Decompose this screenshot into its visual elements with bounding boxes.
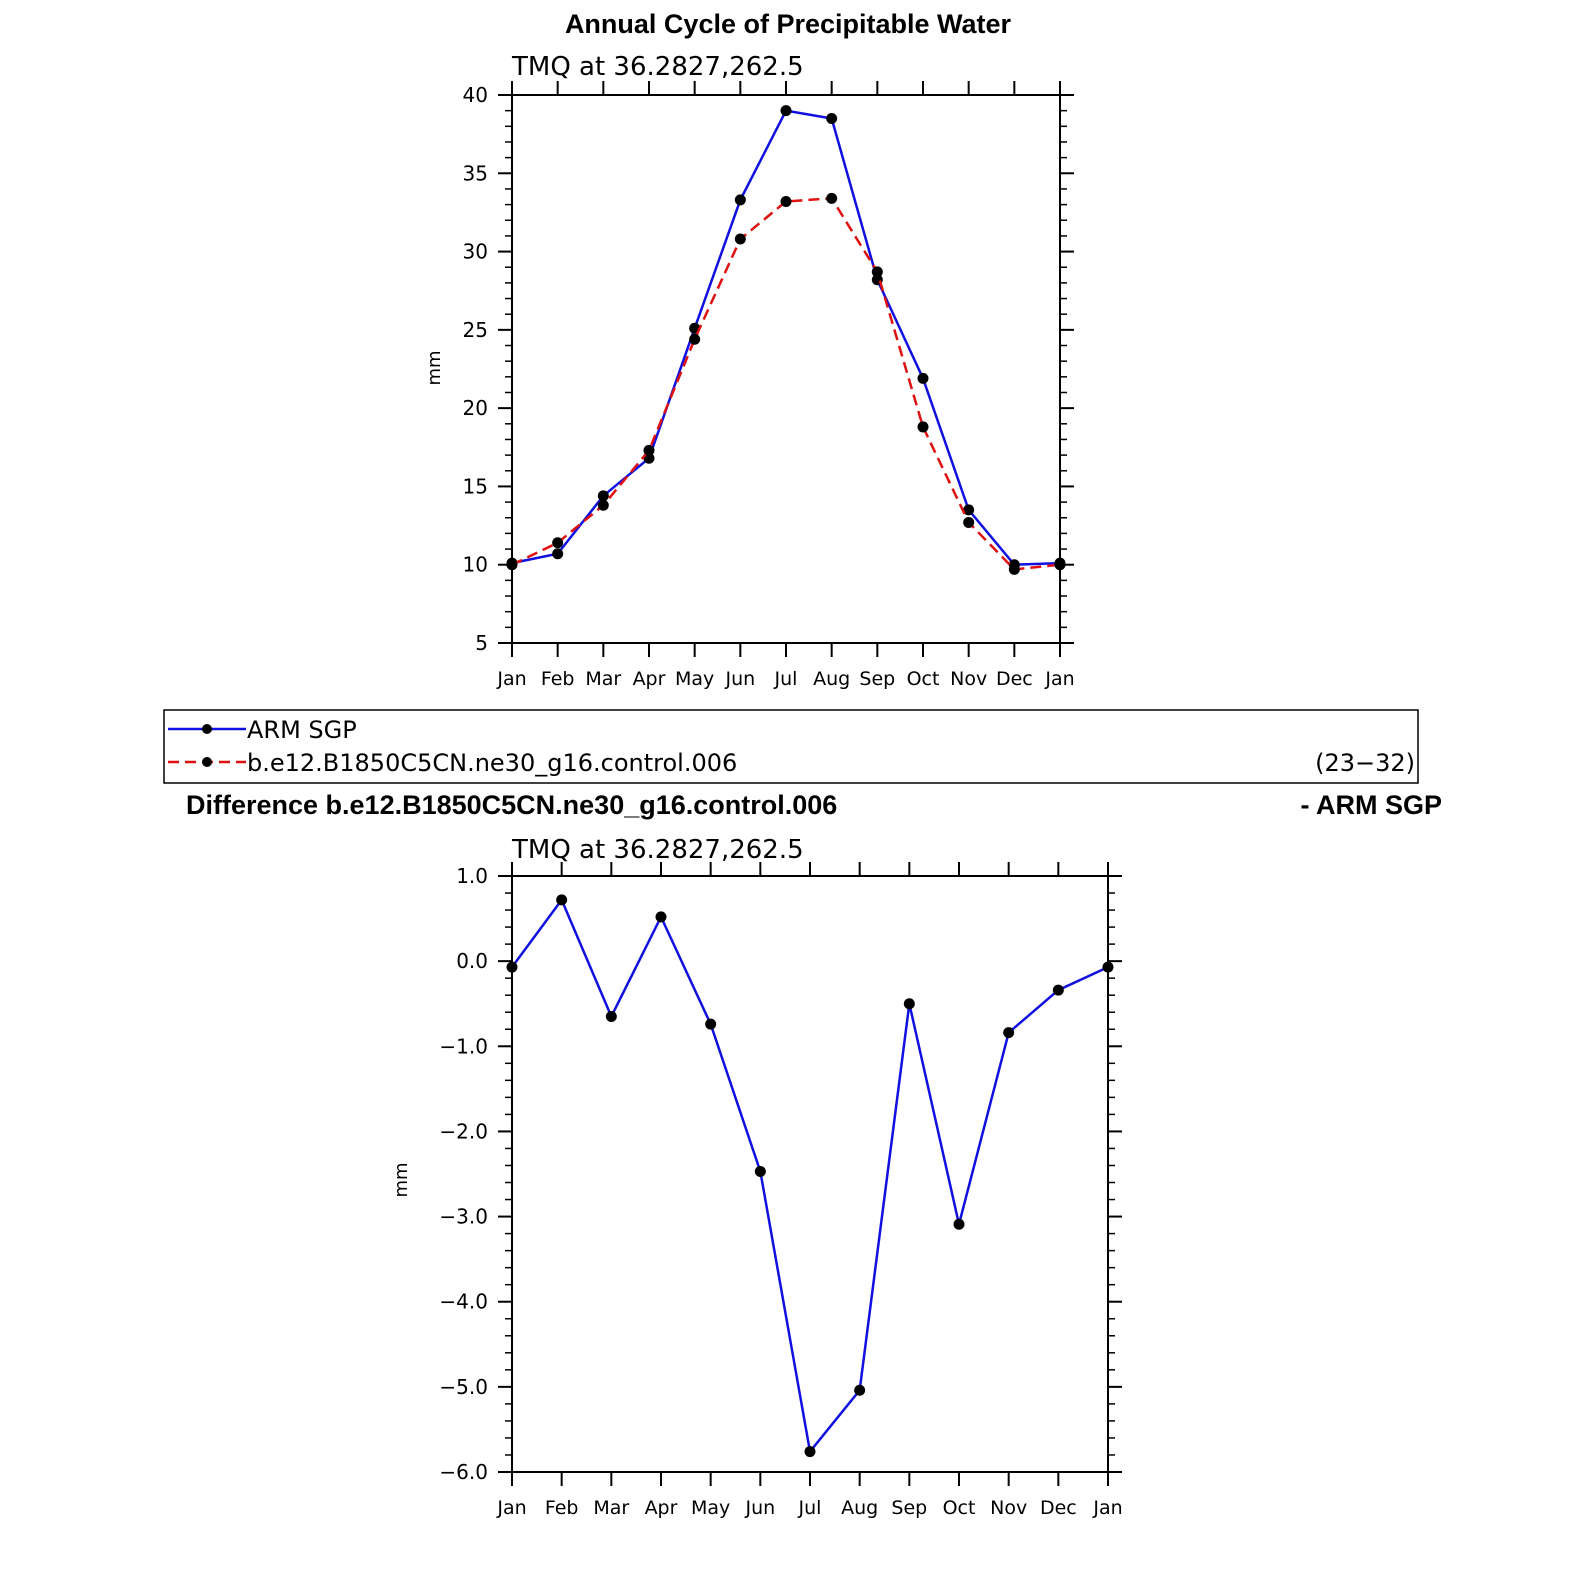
top-series-1-point bbox=[597, 499, 609, 511]
top-y-tick-label: 20 bbox=[463, 396, 488, 420]
difference-title-right: - ARM SGP bbox=[1301, 790, 1443, 820]
top-y-axis-label: mm bbox=[424, 350, 445, 385]
top-x-tick-label: Nov bbox=[950, 668, 987, 690]
bottom-x-tick-label: Oct bbox=[943, 1497, 976, 1519]
top-y-tick-label: 30 bbox=[463, 240, 488, 264]
top-x-tick-label: Sep bbox=[859, 668, 895, 690]
legend-label-arm-sgp: ARM SGP bbox=[247, 716, 357, 744]
bottom-x-tick-label: Jan bbox=[1092, 1497, 1122, 1519]
top-series-0-point bbox=[826, 112, 838, 124]
top-series-1-point bbox=[780, 195, 792, 207]
bottom-series-0-point bbox=[556, 894, 568, 906]
top-y-tick-label: 25 bbox=[463, 318, 488, 342]
top-series-line-0 bbox=[511, 109, 1061, 566]
bottom-x-tick-label: Feb bbox=[545, 1497, 579, 1519]
main-title: Annual Cycle of Precipitable Water bbox=[565, 9, 1012, 39]
bottom-x-tick-label: Apr bbox=[645, 1497, 678, 1519]
top-x-tick-label: Dec bbox=[996, 668, 1033, 690]
bottom-series-0-point bbox=[754, 1165, 766, 1177]
bottom-series-0-point bbox=[655, 911, 667, 923]
top-x-tick-label: Jan bbox=[1044, 668, 1074, 690]
top-series-1-point bbox=[643, 444, 655, 456]
top-x-tick-label: Jun bbox=[724, 668, 755, 690]
bottom-series-0-point bbox=[903, 998, 915, 1010]
top-series-1-point bbox=[734, 233, 746, 245]
top-plot-area: 5 10 15 20 25 30 35 40 Jan Feb Mar Apr May Jun Jul Aug S… bbox=[463, 81, 1075, 690]
top-x-tick-label: Mar bbox=[585, 668, 621, 690]
difference-title-left: Difference b.e12.B1850C5CN.ne30_g16.cont… bbox=[186, 790, 837, 820]
bottom-frame bbox=[511, 875, 1109, 1473]
bottom-y-axis-label: mm bbox=[391, 1162, 412, 1197]
top-series-line-1 bbox=[511, 197, 1061, 571]
bottom-series-0-point bbox=[506, 961, 518, 973]
bottom-series-0-point bbox=[953, 1218, 965, 1230]
top-x-tick-label: May bbox=[675, 668, 714, 690]
top-x-tick-label: Jan bbox=[496, 668, 526, 690]
bottom-series-0-point bbox=[804, 1446, 816, 1458]
top-series-1-point bbox=[506, 559, 518, 571]
top-series-1-point bbox=[552, 537, 564, 549]
bottom-x-tick-label: Aug bbox=[841, 1497, 878, 1519]
top-x-tick-label: Jul bbox=[774, 668, 798, 690]
top-series-0-point bbox=[552, 548, 564, 560]
top-series-1-point bbox=[1054, 559, 1066, 571]
top-frame bbox=[511, 94, 1061, 644]
bottom-subtitle: TMQ at 36.2827,262.5 bbox=[511, 835, 804, 865]
bottom-series-0-point bbox=[1003, 1027, 1015, 1039]
bottom-y-tick-label: −5.0 bbox=[439, 1375, 488, 1399]
bottom-x-tick-label: Sep bbox=[891, 1497, 927, 1519]
top-series-0-point bbox=[780, 105, 792, 117]
top-x-tick-label: Oct bbox=[907, 668, 940, 690]
top-x-tick-label: Aug bbox=[813, 668, 850, 690]
bottom-x-tick-label: Jul bbox=[798, 1497, 822, 1519]
top-series-1-point bbox=[917, 421, 929, 433]
bottom-series-0-point bbox=[1102, 961, 1114, 973]
top-series-1-point bbox=[871, 266, 883, 278]
bottom-y-tick-label: −6.0 bbox=[439, 1460, 488, 1484]
bottom-series-0-point bbox=[1052, 984, 1064, 996]
top-y-tick-label: 10 bbox=[463, 553, 488, 577]
bottom-x-tick-label: Dec bbox=[1040, 1497, 1077, 1519]
legend: ARM SGP b.e12.B1850C5CN.ne30_g16.control… bbox=[163, 709, 1419, 784]
bottom-x-tick-label: May bbox=[691, 1497, 730, 1519]
bottom-x-tick-label: Jun bbox=[744, 1497, 775, 1519]
top-y-tick-label: 40 bbox=[463, 83, 488, 107]
top-x-tick-label: Feb bbox=[541, 668, 575, 690]
legend-box bbox=[163, 709, 1419, 784]
legend-label-model: b.e12.B1850C5CN.ne30_g16.control.006 bbox=[247, 749, 737, 777]
legend-entry-arm-sgp: ARM SGP bbox=[168, 716, 357, 744]
bottom-x-tick-label: Jan bbox=[496, 1497, 526, 1519]
legend-note: (23−32) bbox=[1315, 749, 1415, 777]
top-series-1-point bbox=[963, 516, 975, 528]
bottom-y-tick-label: −4.0 bbox=[439, 1290, 488, 1314]
bottom-y-tick-label: −3.0 bbox=[439, 1205, 488, 1229]
bottom-plot-area: −6.0 −5.0 −4.0 −3.0 −2.0 −1.0 0.0 1.0 Jan Feb Mar A… bbox=[439, 862, 1123, 1519]
bottom-y-tick-label: 0.0 bbox=[456, 949, 488, 973]
bottom-y-tick-label: −2.0 bbox=[439, 1119, 488, 1143]
top-series-0-point bbox=[917, 372, 929, 384]
top-y-tick-label: 15 bbox=[463, 474, 488, 498]
bottom-series-0-point bbox=[605, 1010, 617, 1022]
bottom-series-line-0 bbox=[510, 897, 1109, 1455]
top-y-tick-label: 5 bbox=[475, 631, 488, 655]
bottom-y-tick-label: −1.0 bbox=[439, 1034, 488, 1058]
legend-entry-model: b.e12.B1850C5CN.ne30_g16.control.006 bbox=[168, 749, 737, 777]
bottom-y-tick-label: 1.0 bbox=[456, 864, 488, 888]
top-series-1-point bbox=[689, 333, 701, 345]
bottom-series-0-point bbox=[854, 1384, 866, 1396]
top-series-0-point bbox=[734, 194, 746, 206]
top-x-tick-label: Apr bbox=[633, 668, 666, 690]
top-series-1-point bbox=[826, 192, 838, 204]
bottom-x-tick-label: Mar bbox=[593, 1497, 629, 1519]
top-y-tick-label: 35 bbox=[463, 161, 488, 185]
bottom-series-0-point bbox=[705, 1018, 717, 1030]
top-subtitle: TMQ at 36.2827,262.5 bbox=[511, 52, 804, 82]
top-series-0-point bbox=[597, 490, 609, 502]
top-series-1-point bbox=[1008, 563, 1020, 575]
top-series-0-point bbox=[963, 504, 975, 516]
bottom-x-tick-label: Nov bbox=[990, 1497, 1027, 1519]
